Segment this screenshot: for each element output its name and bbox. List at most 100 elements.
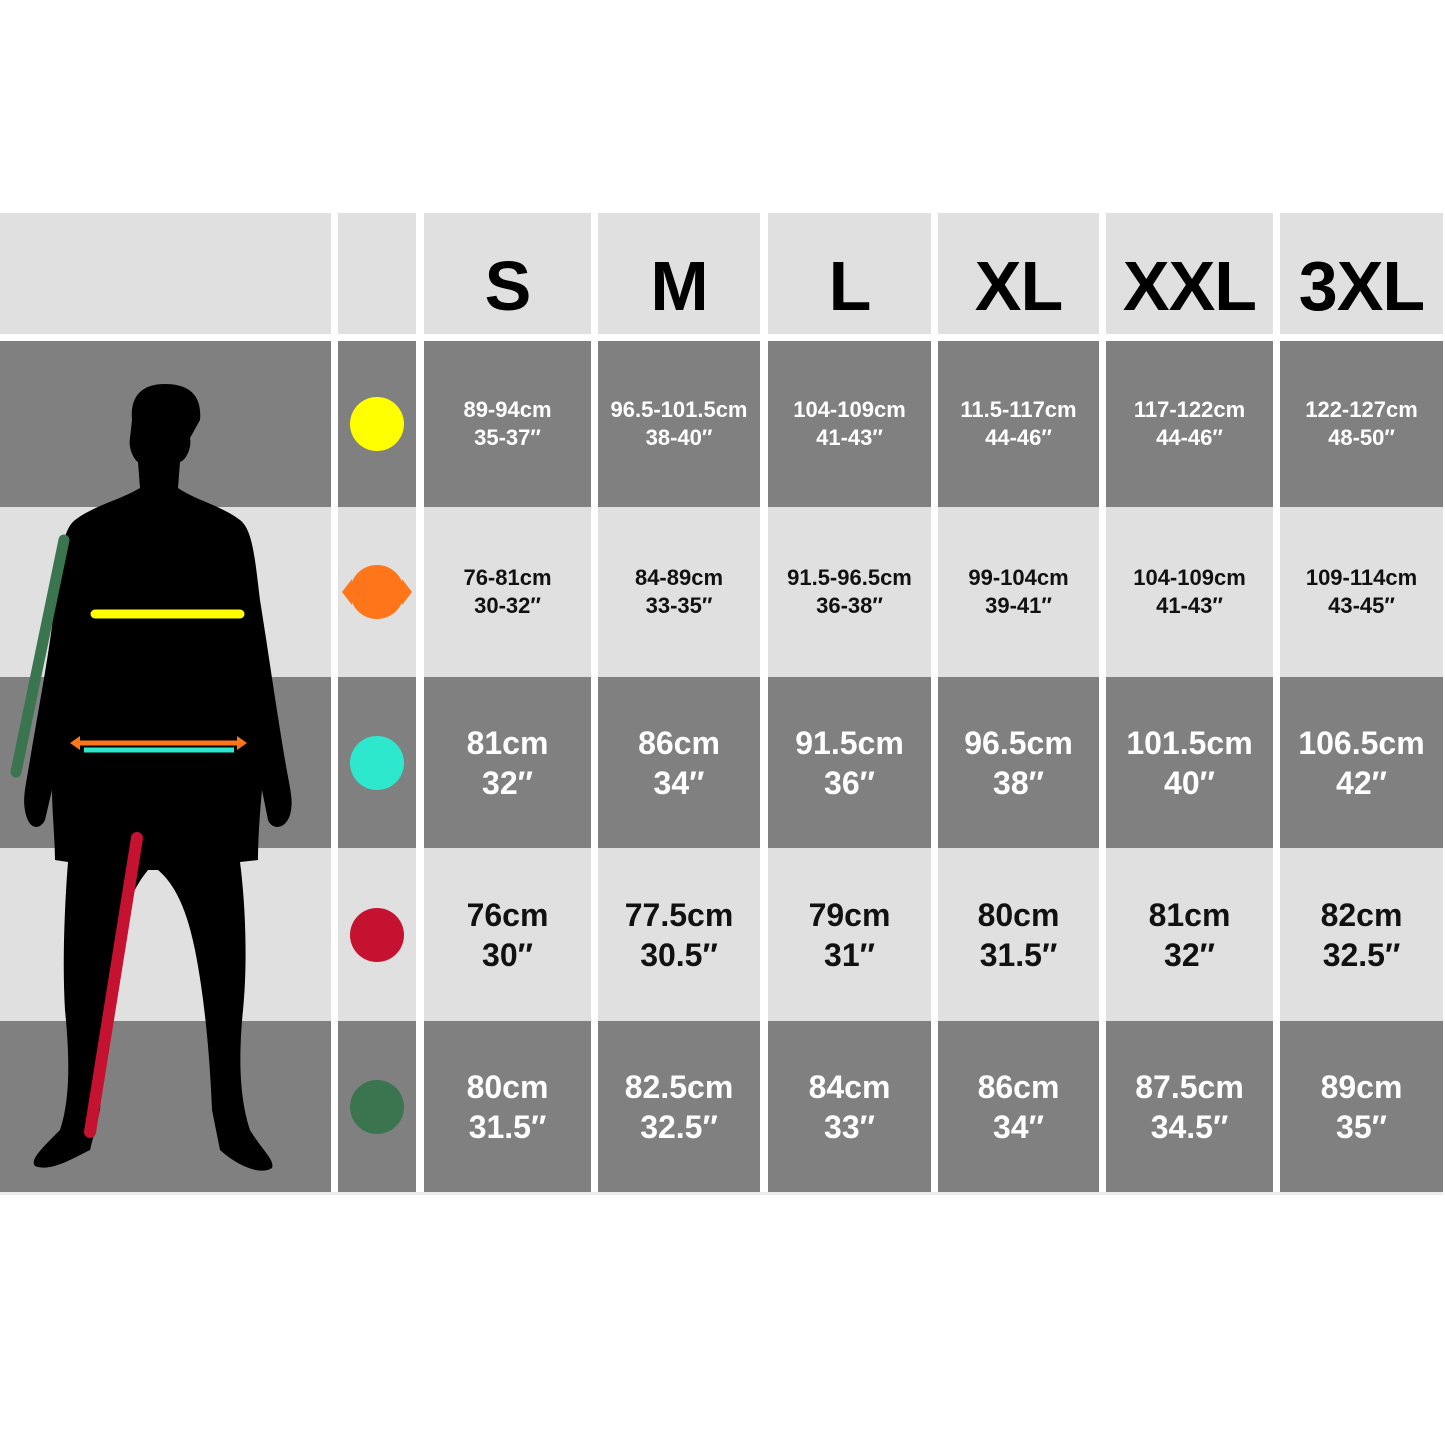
measurement-cell: 77.5cm 30.5″ [598, 848, 760, 1021]
measurement-cell: 122-127cm 48-50″ [1280, 341, 1443, 507]
value-cm: 96.5cm [964, 724, 1073, 761]
measurement-cell: 96.5-101.5cm 38-40″ [598, 341, 760, 507]
size-label: XL [974, 247, 1063, 325]
sleeve-dot-icon [350, 1079, 404, 1134]
value-inches: 34″ [653, 764, 705, 801]
size-label: XXL [1122, 247, 1257, 325]
size-label: S [484, 247, 532, 325]
measurement-cell: 91.5cm 36″ [768, 677, 931, 848]
value-inches: 30-32″ [474, 593, 541, 618]
value-cm: 11.5-117cm [960, 397, 1077, 422]
measurement-cell: 86cm 34″ [938, 1021, 1099, 1192]
measurement-cell: 86cm 34″ [598, 677, 760, 848]
value-cm: 91.5cm [795, 724, 904, 761]
value-inches: 32″ [482, 764, 533, 801]
sleeve-measure-line [10, 534, 70, 778]
value-inches: 33″ [824, 1108, 875, 1145]
value-cm: 122-127cm [1305, 397, 1418, 422]
value-inches: 39-41″ [985, 593, 1052, 618]
value-inches: 36-38″ [816, 593, 883, 618]
value-inches: 40″ [1164, 764, 1215, 801]
value-cm: 84cm [808, 1068, 891, 1105]
measurement-cell: 80cm 31.5″ [424, 1021, 591, 1192]
size-header-1: M [598, 213, 760, 334]
size-header-5: 3XL [1280, 213, 1443, 334]
value-cm: 104-109cm [1133, 565, 1246, 590]
measurement-cell: 81cm 32″ [1106, 848, 1273, 1021]
value-inches: 31.5″ [468, 1108, 547, 1145]
size-header-4: XXL [1106, 213, 1273, 334]
value-cm: 117-122cm [1133, 397, 1246, 422]
body-silhouette [10, 384, 292, 1171]
arrow-left-icon [342, 579, 352, 605]
waist-dot-icon [350, 565, 404, 619]
measure-icon-cell [338, 507, 416, 677]
value-inches: 30″ [482, 936, 533, 973]
measure-icon-cell [338, 1021, 416, 1192]
measurement-cell: 91.5-96.5cm 36-38″ [768, 507, 931, 677]
measurement-cell: 104-109cm 41-43″ [768, 341, 931, 507]
value-cm: 104-109cm [793, 397, 906, 422]
value-inches: 48-50″ [1328, 425, 1395, 450]
value-cm: 84-89cm [634, 565, 724, 590]
value-cm: 91.5-96.5cm [787, 565, 912, 590]
value-cm: 80cm [977, 896, 1060, 933]
value-cm: 81cm [1148, 896, 1231, 933]
size-header-2: L [768, 213, 931, 334]
value-inches: 31.5″ [979, 936, 1058, 973]
size-label: M [650, 247, 708, 325]
value-inches: 41-43″ [816, 425, 883, 450]
value-inches: 32.5″ [1322, 936, 1401, 973]
value-cm: 76-81cm [463, 565, 552, 590]
value-inches: 35-37″ [474, 425, 541, 450]
measure-icon-cell [338, 848, 416, 1021]
measurement-cell: 79cm 31″ [768, 848, 931, 1021]
measurement-cell: 87.5cm 34.5″ [1106, 1021, 1273, 1192]
value-cm: 96.5-101.5cm [610, 397, 748, 422]
value-cm: 80cm [466, 1068, 549, 1105]
waist-arrow-right [237, 736, 247, 750]
value-cm: 101.5cm [1126, 724, 1253, 761]
measurement-cell: 82.5cm 32.5″ [598, 1021, 760, 1192]
value-cm: 106.5cm [1298, 724, 1425, 761]
measurement-cell: 109-114cm 43-45″ [1280, 507, 1443, 677]
size-label: L [828, 247, 872, 325]
measurement-cell: 89-94cm 35-37″ [424, 341, 591, 507]
measurement-cell: 99-104cm 39-41″ [938, 507, 1099, 677]
value-cm: 86cm [638, 724, 720, 761]
measurement-cell: 82cm 32.5″ [1280, 848, 1443, 1021]
arrow-right-icon [402, 579, 412, 605]
value-inches: 42″ [1336, 764, 1387, 801]
measurement-cell: 80cm 31.5″ [938, 848, 1099, 1021]
value-cm: 76cm [466, 896, 549, 933]
value-inches: 36″ [824, 764, 875, 801]
value-inches: 34″ [993, 1108, 1044, 1145]
value-cm: 99-104cm [968, 565, 1069, 590]
value-cm: 79cm [808, 896, 891, 933]
value-cm: 109-114cm [1305, 565, 1418, 590]
measurement-cell: 117-122cm 44-46″ [1106, 341, 1273, 507]
value-inches: 32.5″ [640, 1108, 718, 1145]
measurement-cell: 106.5cm 42″ [1280, 677, 1443, 848]
chest-dot-icon [350, 397, 404, 451]
hip-dot-icon [350, 735, 404, 790]
inseam-measure-line [84, 832, 143, 1138]
value-inches: 38″ [993, 764, 1044, 801]
measurement-cell: 84-89cm 33-35″ [598, 507, 760, 677]
measurement-cell: 104-109cm 41-43″ [1106, 507, 1273, 677]
value-inches: 44-46″ [985, 425, 1052, 450]
value-inches: 44-46″ [1156, 425, 1223, 450]
value-cm: 82.5cm [624, 1068, 734, 1105]
divider [0, 1192, 1443, 1195]
value-inches: 30.5″ [640, 936, 718, 973]
size-header-0: S [424, 213, 591, 334]
value-inches: 35″ [1336, 1108, 1387, 1145]
measurement-cell: 89cm 35″ [1280, 1021, 1443, 1192]
measurement-cell: 76-81cm 30-32″ [424, 507, 591, 677]
measure-icon-cell [338, 341, 416, 507]
value-inches: 43-45″ [1328, 593, 1395, 618]
value-cm: 82cm [1320, 896, 1403, 933]
value-inches: 34.5″ [1150, 1108, 1229, 1145]
size-label: 3XL [1298, 247, 1425, 325]
value-inches: 33-35″ [645, 593, 713, 618]
